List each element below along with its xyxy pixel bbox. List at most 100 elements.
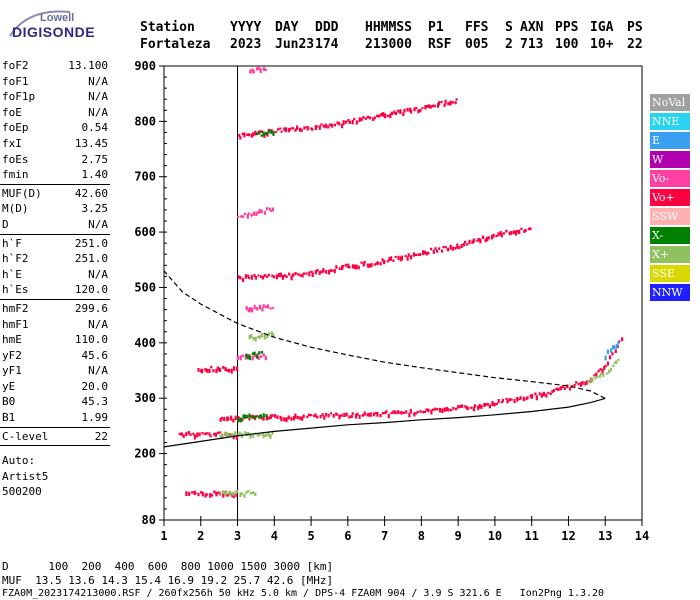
echo-mark — [287, 128, 291, 133]
y-tick-label: 400 — [134, 336, 156, 350]
echo-mark — [422, 250, 425, 256]
echo-mark — [380, 113, 383, 117]
echo-mark — [263, 211, 266, 215]
echo-mark — [538, 392, 541, 396]
echo-mark — [402, 112, 405, 116]
param-name: yF1 — [2, 364, 22, 378]
echo-mark — [486, 403, 489, 406]
echo-mark — [246, 214, 249, 219]
echo-mark — [373, 263, 376, 266]
panel-divider — [0, 233, 110, 235]
echo-mark — [355, 264, 358, 270]
echo-mark — [283, 417, 286, 422]
echo-mark — [261, 307, 264, 312]
echo-mark — [289, 127, 292, 131]
echo-mark — [258, 351, 261, 355]
echo-mark — [519, 396, 522, 400]
echo-mark — [241, 418, 244, 422]
param-value: 13.45 — [74, 136, 108, 150]
echo-mark — [460, 404, 463, 408]
echo-mark — [222, 365, 225, 369]
param-name: B1 — [2, 411, 16, 425]
echo-mark — [254, 337, 257, 342]
echo-mark — [252, 211, 255, 216]
param-row: foEp 0.54 — [0, 120, 112, 136]
echo-mark — [302, 414, 305, 418]
param-name: B0 — [2, 395, 16, 409]
param-name: foEs — [2, 152, 29, 166]
echo-mark — [360, 261, 363, 264]
echo-mark — [285, 417, 288, 423]
echo-mark — [534, 392, 537, 396]
echo-mark — [397, 410, 400, 415]
echo-mark — [464, 240, 467, 244]
param-row: h`F2 251.0 — [0, 251, 112, 267]
echo-mark — [259, 414, 263, 418]
echo-mark — [272, 307, 275, 310]
echo-mark — [443, 407, 446, 412]
echo-mark — [604, 355, 607, 361]
echo-mark — [368, 263, 371, 268]
echo-mark — [593, 374, 596, 377]
header-label-2: DAY — [275, 20, 299, 35]
param-value: 299.6 — [74, 301, 108, 315]
echo-mark — [243, 414, 246, 419]
echo-mark — [266, 132, 269, 137]
echo-mark — [364, 117, 367, 120]
echo-mark — [249, 492, 253, 495]
echo-mark — [569, 387, 572, 391]
echo-mark — [285, 127, 288, 133]
echo-mark — [373, 116, 376, 120]
echo-mark — [366, 263, 369, 268]
y-tick-label: 200 — [134, 447, 156, 461]
echo-mark — [394, 410, 397, 415]
echo-mark — [515, 230, 518, 236]
echo-mark — [531, 394, 534, 399]
echo-mark — [228, 491, 231, 494]
param-name: hmE — [2, 333, 22, 347]
echo-mark — [392, 410, 395, 414]
header-label-6: FFS — [465, 20, 489, 35]
echo-mark — [463, 405, 466, 408]
echo-mark — [248, 353, 251, 357]
echo-mark — [467, 406, 470, 411]
echo-mark — [272, 333, 275, 337]
echo-mark — [240, 417, 243, 423]
param-value: 2.75 — [81, 152, 109, 166]
param-name: fxI — [2, 136, 22, 150]
echo-mark — [216, 366, 219, 371]
echo-mark — [204, 367, 207, 372]
echo-mark — [219, 492, 222, 495]
echo-mark — [424, 105, 427, 110]
echo-mark — [257, 355, 260, 360]
param-value: N/A — [88, 105, 108, 119]
echo-mark — [223, 491, 226, 496]
echo-mark — [472, 238, 475, 243]
echo-mark — [579, 382, 583, 387]
echo-mark — [327, 413, 330, 418]
echo-mark — [487, 236, 490, 240]
echo-mark — [397, 109, 400, 113]
echo-mark — [210, 494, 214, 497]
echo-mark — [271, 207, 274, 212]
echo-mark — [251, 355, 254, 361]
echo-mark — [300, 128, 303, 132]
echo-mark — [241, 277, 245, 283]
echo-mark — [235, 493, 238, 497]
echo-mark — [262, 417, 265, 421]
echo-mark — [232, 418, 235, 423]
echo-mark — [237, 417, 240, 423]
echo-mark — [201, 368, 204, 374]
echo-mark — [311, 272, 314, 277]
echo-mark — [518, 229, 521, 235]
echo-mark — [529, 227, 532, 231]
echo-mark — [400, 255, 404, 261]
echo-mark — [573, 383, 576, 387]
echo-mark — [370, 263, 373, 268]
echo-mark — [476, 239, 479, 242]
legend: NoVal NNE E W Vo- Vo+ SSW X- X+ SSE NNW — [650, 94, 690, 303]
echo-mark — [292, 273, 295, 277]
echo-mark — [236, 366, 239, 372]
echo-mark — [480, 405, 483, 409]
echo-mark — [470, 406, 473, 409]
